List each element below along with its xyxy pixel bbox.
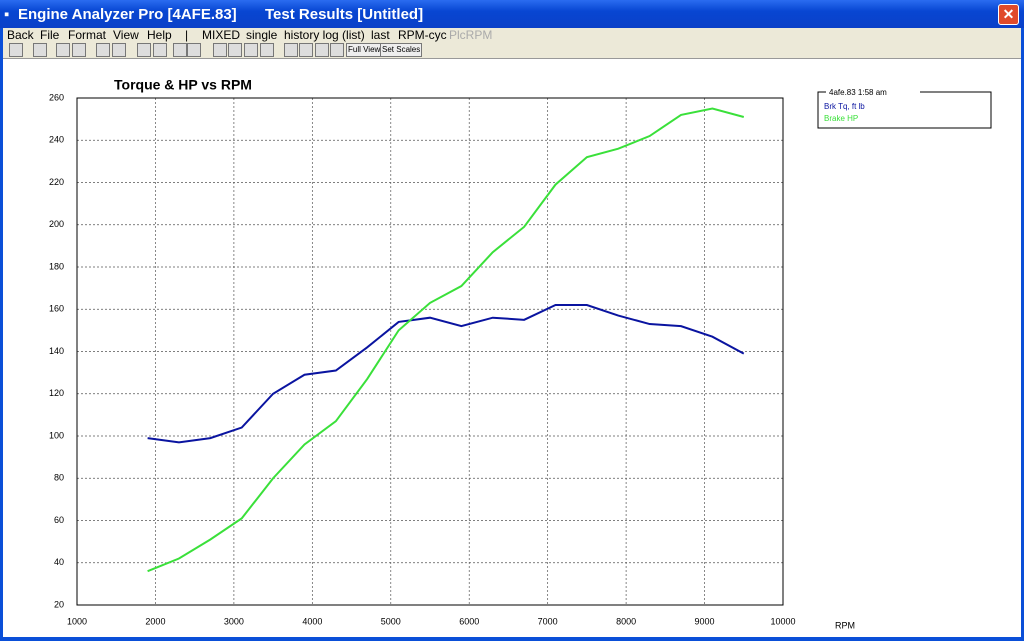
document-title: Test Results [Untitled] [265,6,424,23]
menu-item[interactable]: Help [147,28,172,42]
menu-item[interactable]: last [371,28,390,42]
toolbar-button[interactable]: Full View [346,43,383,57]
menu-item[interactable]: single [246,28,278,42]
x-tick-label: 1000 [67,616,87,626]
tool-button[interactable] [260,43,274,57]
tool-button[interactable] [284,43,298,57]
tool-button[interactable] [56,43,70,57]
tool-button[interactable] [244,43,258,57]
tool-button[interactable] [137,43,151,57]
x-tick-label: 2000 [145,616,165,626]
x-tick-label: 7000 [538,616,558,626]
y-tick-label: 40 [54,557,64,567]
tool-button[interactable] [72,43,86,57]
y-tick-label: 20 [54,599,64,609]
menu-item[interactable]: View [113,28,139,42]
menu-item[interactable]: | [185,28,189,42]
x-tick-label: 3000 [224,616,244,626]
legend-entry: Brk Tq, ft lb [824,102,865,111]
tool-button[interactable] [173,43,187,57]
tool-button[interactable] [213,43,227,57]
x-tick-label: 10000 [770,616,795,626]
x-tick-label: 4000 [302,616,322,626]
x-tick-label: 9000 [695,616,715,626]
y-tick-label: 100 [49,430,64,440]
series-line [147,107,745,573]
tool-button[interactable] [153,43,167,57]
close-button[interactable]: ✕ [998,4,1019,25]
menu-item[interactable]: Back [7,28,34,42]
toolbar: Full View Set Scales [3,42,1021,59]
toolbar-button[interactable]: Set Scales [380,43,423,57]
y-tick-label: 180 [49,261,64,271]
tool-button[interactable] [330,43,344,57]
series-line [147,304,745,444]
y-tick-label: 260 [49,92,64,102]
y-tick-label: 140 [49,346,64,356]
y-tick-label: 220 [49,177,64,187]
menu-item[interactable]: File [40,28,60,42]
menu-item[interactable]: PlcRPM [449,28,493,42]
menu-item[interactable]: Format [68,28,107,42]
x-tick-label: 6000 [459,616,479,626]
y-tick-label: 240 [49,135,64,145]
y-tick-label: 80 [54,473,64,483]
y-tick-label: 160 [49,304,64,314]
window-title: Engine Analyzer Pro [4AFE.83] [18,6,237,23]
tool-button[interactable] [112,43,126,57]
x-axis-label: RPM [835,620,855,630]
x-tick-label: 5000 [381,616,401,626]
legend-box [817,91,992,129]
tool-button[interactable] [315,43,329,57]
menu-item[interactable]: MIXED [202,28,241,42]
menu-bar: Back File Format View Help | MIXED single histor… [3,28,1021,42]
menu-item[interactable]: RPM-cyc [398,28,447,42]
tool-button[interactable] [228,43,242,57]
tool-button[interactable] [9,43,23,57]
plot-frame [76,97,784,606]
y-tick-label: 60 [54,515,64,525]
tool-button[interactable] [299,43,313,57]
chart-area [3,59,1021,637]
chart-title: Torque & HP vs RPM [114,77,252,93]
tool-button[interactable] [187,43,201,57]
y-tick-label: 200 [49,219,64,229]
title-bar: ▪ Engine Analyzer Pro [4AFE.83] Test Res… [0,0,1024,28]
app-icon: ▪ [4,6,10,23]
menu-item[interactable]: history log (list) [284,28,365,42]
legend-entry: Brake HP [824,114,858,123]
tool-button[interactable] [33,43,47,57]
y-tick-label: 120 [49,388,64,398]
tool-button[interactable] [96,43,110,57]
legend-title-bg [826,88,920,97]
legend-title: 4afe.83 1:58 am [829,88,887,97]
x-tick-label: 8000 [616,616,636,626]
